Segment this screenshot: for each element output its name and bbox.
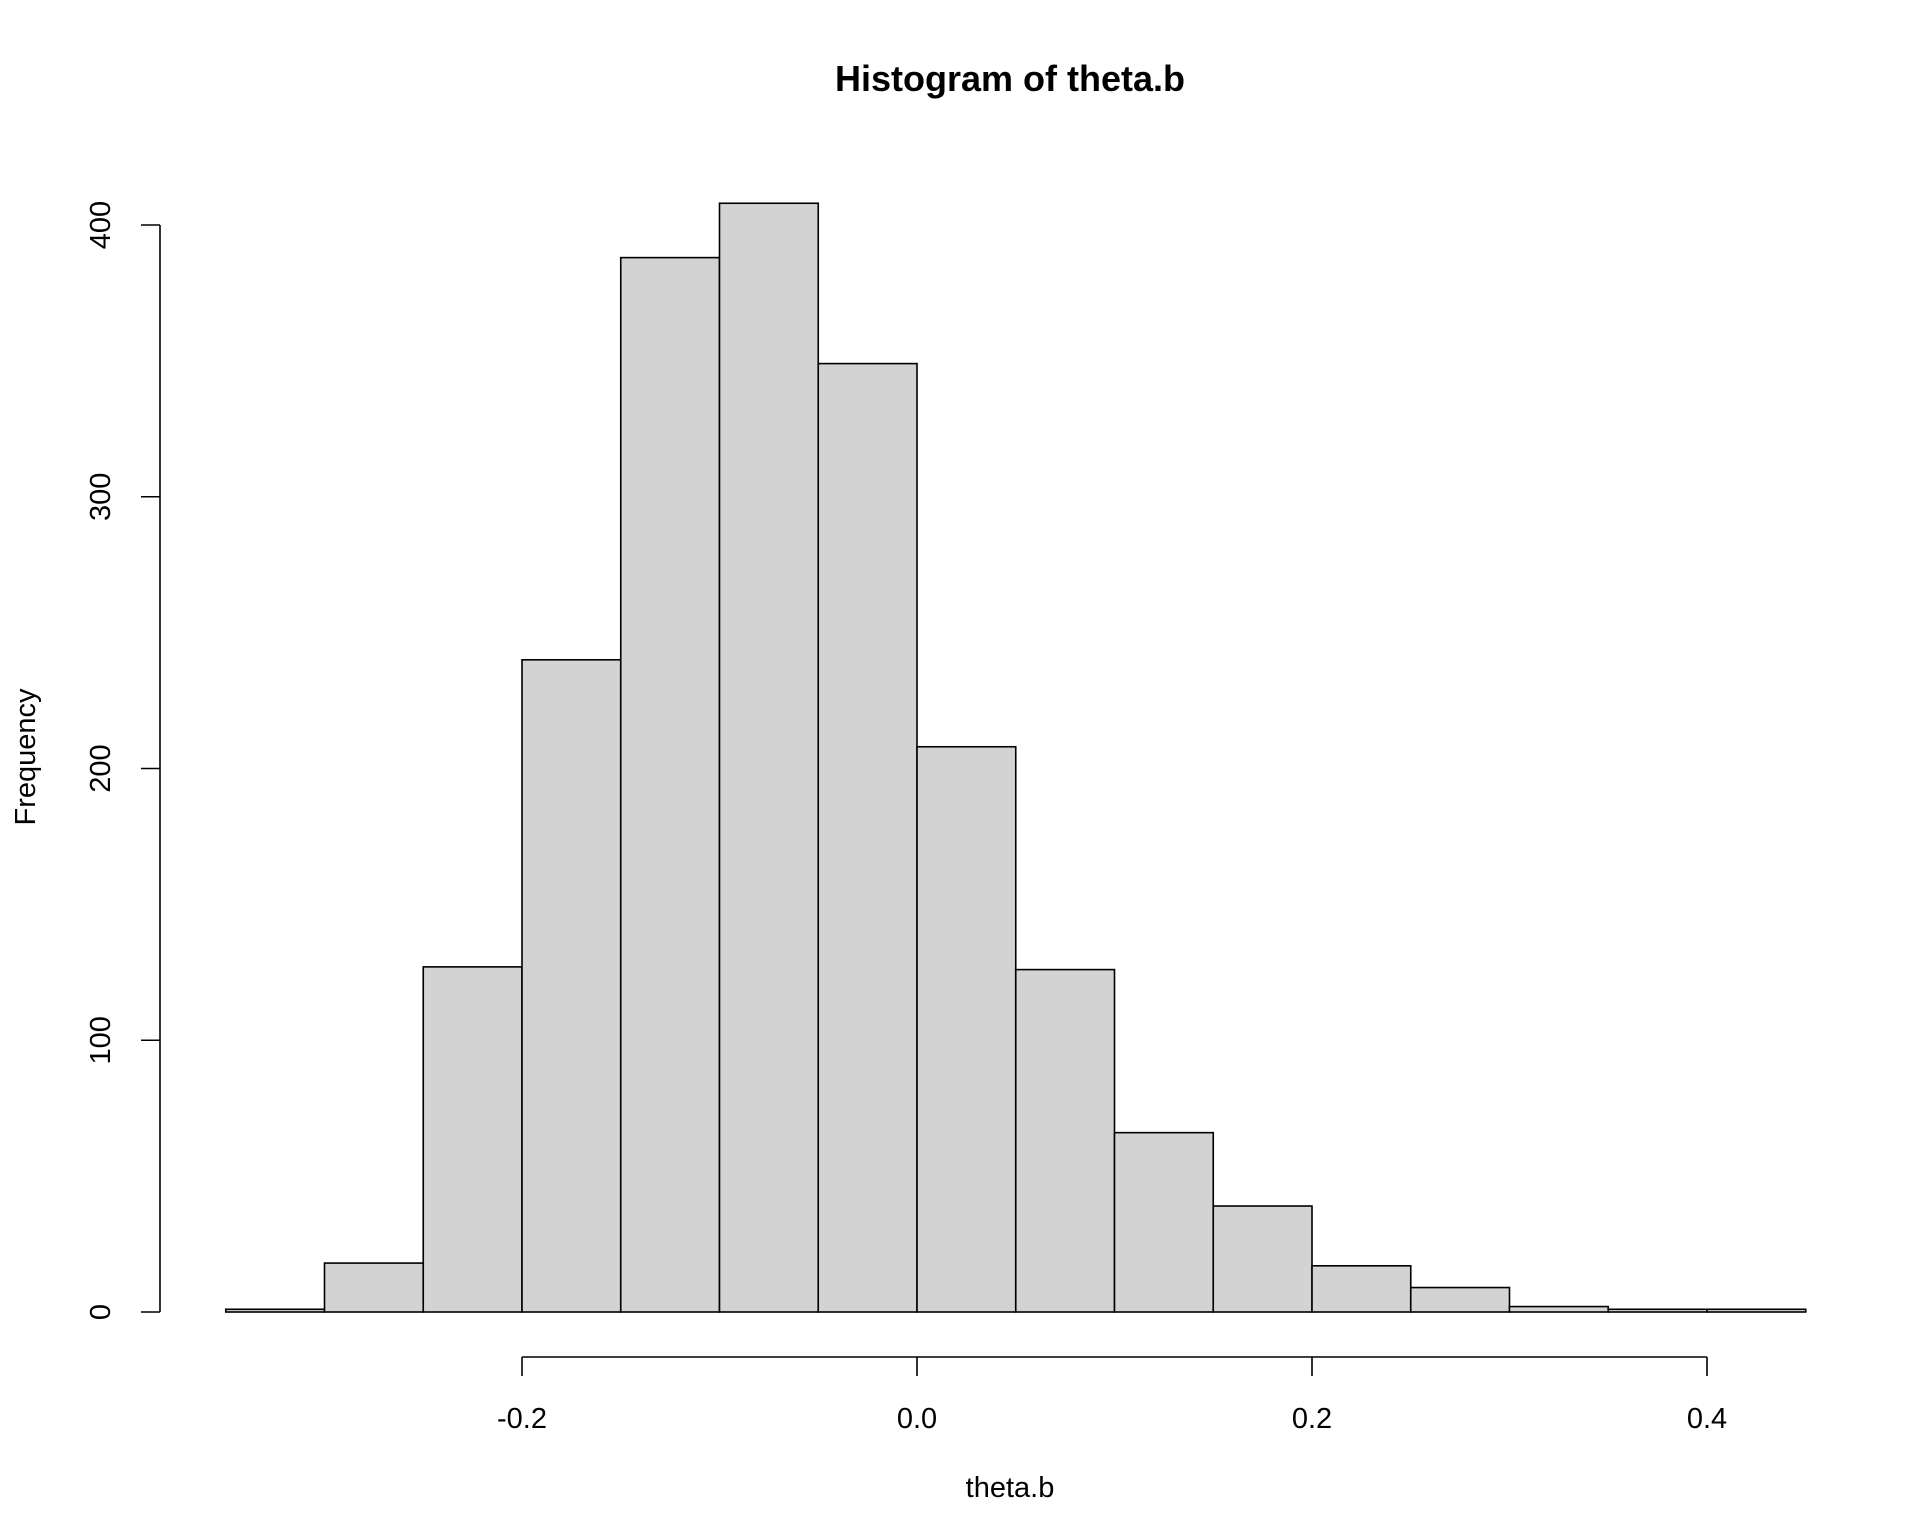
y-tick-label-0: 0	[85, 1304, 117, 1320]
x-tick-label-0: -0.2	[497, 1403, 547, 1435]
histogram-bar-8	[1014, 968, 1116, 1313]
x-tick-label-3: 0.4	[1687, 1403, 1727, 1435]
histogram-bar-4	[619, 256, 721, 1313]
histogram-bar-10	[1212, 1205, 1313, 1313]
histogram-bar-3	[521, 658, 622, 1313]
histogram-bar-14	[1607, 1308, 1708, 1313]
y-tick-label-2: 200	[85, 744, 117, 792]
histogram-bar-2	[422, 966, 523, 1313]
histogram-bar-7	[916, 745, 1017, 1313]
histogram-bar-6	[817, 362, 918, 1313]
chart-title: Histogram of theta.b	[835, 58, 1185, 99]
x-tick-label-1: 0.0	[897, 1403, 937, 1435]
histogram-bar-11	[1311, 1265, 1412, 1313]
histogram-bar-13	[1508, 1305, 1610, 1313]
x-axis-title: theta.b	[966, 1472, 1055, 1504]
histogram-bar-1	[323, 1262, 425, 1313]
histogram-bar-5	[718, 202, 820, 1313]
y-axis: 0 100 200 300 400	[85, 201, 161, 1320]
x-axis: -0.2 0.0 0.2 0.4	[497, 1356, 1727, 1435]
y-tick-label-3: 300	[85, 473, 117, 521]
histogram-bar-0	[224, 1308, 326, 1313]
y-axis-title: Frequency	[10, 688, 42, 826]
histogram-bars	[224, 202, 1807, 1313]
x-tick-label-2: 0.2	[1292, 1403, 1332, 1435]
histogram-bar-9	[1113, 1131, 1215, 1313]
y-tick-label-4: 400	[85, 201, 117, 249]
histogram-bar-12	[1409, 1286, 1511, 1313]
histogram-bar-15	[1706, 1308, 1807, 1313]
y-tick-label-1: 100	[85, 1016, 117, 1064]
